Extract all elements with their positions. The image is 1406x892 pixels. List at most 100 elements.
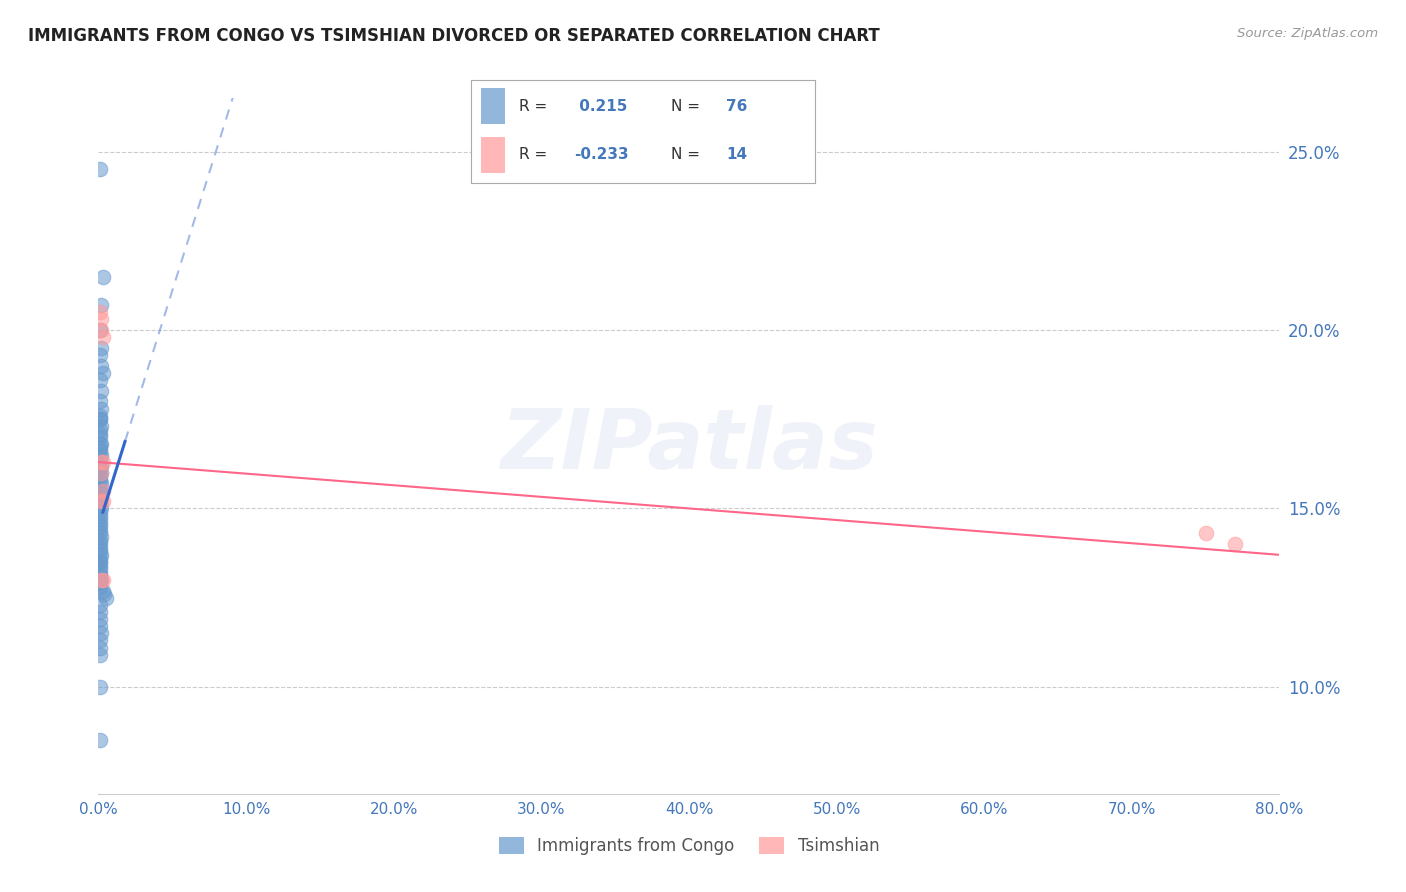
Point: [90, 487, 112, 501]
FancyBboxPatch shape: [481, 88, 506, 124]
Point: [90, 312, 112, 326]
Point: [91, 269, 114, 284]
Text: Source: ZipAtlas.com: Source: ZipAtlas.com: [1237, 27, 1378, 40]
Point: [89, 412, 111, 426]
Point: [89, 483, 111, 498]
FancyBboxPatch shape: [481, 136, 506, 173]
Point: [89, 373, 111, 387]
Point: [89, 491, 111, 505]
Point: [89, 348, 111, 362]
Text: N =: N =: [671, 99, 704, 114]
Point: [89, 612, 111, 626]
Point: [90, 323, 112, 337]
Point: [89, 441, 111, 455]
Point: [89, 733, 111, 747]
Point: [89, 323, 111, 337]
Point: [90, 494, 112, 508]
Point: [89, 537, 111, 551]
Point: [89, 423, 111, 437]
Point: [90, 476, 112, 491]
Point: [89, 437, 111, 451]
Point: [89, 555, 111, 569]
Point: [89, 541, 111, 555]
Point: [89, 480, 111, 494]
Point: [90, 448, 112, 462]
Point: [89, 430, 111, 444]
Point: [89, 469, 111, 483]
Point: [90, 384, 112, 398]
Point: [91, 455, 114, 469]
Point: [89, 680, 111, 694]
Point: [89, 526, 111, 541]
Point: [90, 573, 112, 587]
Point: [90, 466, 112, 480]
Point: [89, 394, 111, 409]
Point: [90, 341, 112, 355]
Point: [89, 512, 111, 526]
Point: [89, 426, 111, 441]
Point: [89, 640, 111, 655]
Point: [89, 576, 111, 591]
Point: [1195, 526, 1218, 541]
Point: [89, 551, 111, 566]
Point: [93, 587, 115, 601]
Point: [91, 366, 114, 380]
Point: [90, 401, 112, 416]
Point: [90, 501, 112, 516]
Point: [90, 530, 112, 544]
Text: -0.233: -0.233: [575, 147, 628, 162]
Point: [89, 305, 111, 319]
Text: IMMIGRANTS FROM CONGO VS TSIMSHIAN DIVORCED OR SEPARATED CORRELATION CHART: IMMIGRANTS FROM CONGO VS TSIMSHIAN DIVOR…: [28, 27, 880, 45]
Point: [89, 569, 111, 583]
Point: [89, 573, 111, 587]
Text: R =: R =: [519, 147, 553, 162]
Point: [91, 573, 114, 587]
Point: [90, 458, 112, 473]
Point: [90, 626, 112, 640]
Point: [89, 162, 111, 177]
Point: [89, 516, 111, 530]
Point: [90, 298, 112, 312]
Point: [89, 523, 111, 537]
Point: [89, 455, 111, 469]
Point: [1225, 537, 1247, 551]
Point: [90, 548, 112, 562]
Point: [89, 444, 111, 458]
Point: [90, 359, 112, 373]
Point: [89, 508, 111, 523]
Text: R =: R =: [519, 99, 553, 114]
Point: [89, 544, 111, 558]
Point: [89, 494, 111, 508]
Point: [89, 619, 111, 633]
Text: 76: 76: [725, 99, 748, 114]
Point: [94, 591, 117, 605]
Text: N =: N =: [671, 147, 704, 162]
Point: [91, 483, 114, 498]
Point: [89, 519, 111, 533]
Point: [91, 494, 114, 508]
Point: [89, 451, 111, 466]
Legend: Immigrants from Congo, Tsimshian: Immigrants from Congo, Tsimshian: [492, 830, 886, 862]
Point: [89, 605, 111, 619]
Point: [90, 466, 112, 480]
Point: [89, 598, 111, 612]
Point: [89, 473, 111, 487]
Point: [90, 455, 112, 469]
Point: [90, 573, 112, 587]
Text: 0.215: 0.215: [575, 99, 627, 114]
Point: [89, 558, 111, 573]
Point: [89, 533, 111, 548]
Point: [89, 562, 111, 576]
Text: ZIPatlas: ZIPatlas: [501, 406, 877, 486]
Point: [90, 419, 112, 434]
Point: [89, 412, 111, 426]
Point: [89, 648, 111, 662]
Point: [91, 330, 114, 344]
Point: [89, 580, 111, 594]
Text: 14: 14: [725, 147, 747, 162]
Point: [89, 555, 111, 569]
Point: [89, 409, 111, 423]
Point: [89, 633, 111, 648]
Point: [91, 583, 114, 598]
Point: [89, 566, 111, 580]
